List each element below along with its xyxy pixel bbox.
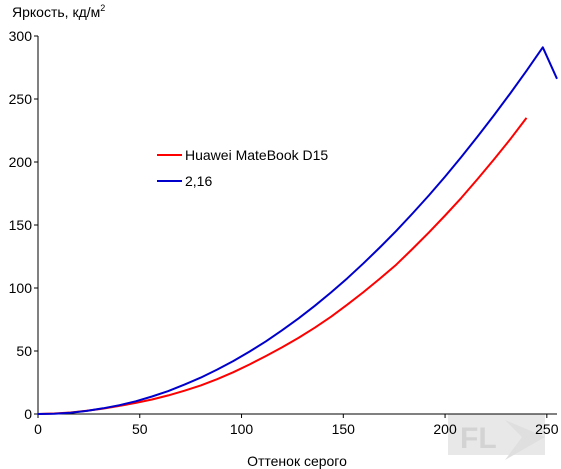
x-tick-label: 250 bbox=[535, 421, 559, 437]
y-tick-label: 300 bbox=[9, 28, 33, 44]
legend: Huawei MateBook D15 2,16 bbox=[157, 147, 328, 189]
watermark-logo: FL bbox=[448, 414, 545, 460]
y-tick-label: 200 bbox=[9, 154, 33, 170]
x-tick-label: 100 bbox=[230, 421, 254, 437]
x-tick-label: 0 bbox=[34, 421, 42, 437]
x-tick-label: 200 bbox=[433, 421, 457, 437]
series-line-2 bbox=[37, 46, 558, 415]
y-tick-label: 100 bbox=[9, 280, 33, 296]
y-tick-label: 0 bbox=[24, 406, 32, 422]
y-tick-label: 250 bbox=[9, 91, 33, 107]
y-axis-title-superscript: 2 bbox=[100, 3, 105, 13]
x-tick-label: 150 bbox=[332, 421, 356, 437]
legend-label: Huawei MateBook D15 bbox=[185, 147, 328, 163]
y-tick-label: 50 bbox=[16, 343, 32, 359]
x-tick-label: 50 bbox=[132, 421, 148, 437]
x-axis-title: Оттенок серого bbox=[247, 453, 347, 469]
y-tick-label: 150 bbox=[9, 217, 33, 233]
watermark-text: FL bbox=[460, 422, 497, 455]
y-axis-title: Яркость, кд/м2 bbox=[12, 3, 105, 20]
series-layer bbox=[37, 46, 558, 415]
axes: 0 50 100 150 200 250 300 0 50 100 150 200 250 bbox=[9, 28, 559, 437]
y-axis-title-text: Яркость, кд/м bbox=[12, 4, 100, 20]
legend-label: 2,16 bbox=[185, 173, 212, 189]
